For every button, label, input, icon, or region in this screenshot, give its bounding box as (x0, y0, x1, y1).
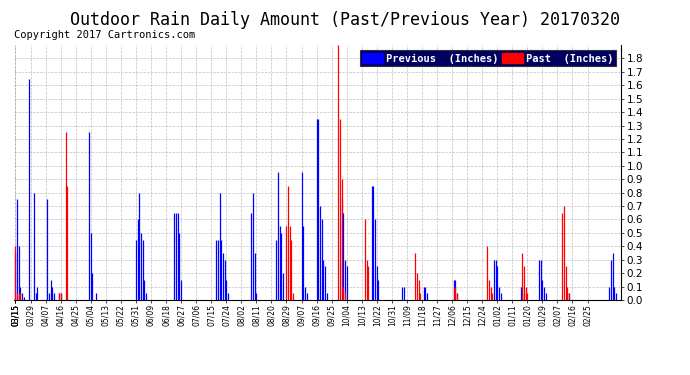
Text: Copyright 2017 Cartronics.com: Copyright 2017 Cartronics.com (14, 30, 195, 40)
Legend: Previous  (Inches), Past  (Inches): Previous (Inches), Past (Inches) (359, 50, 615, 66)
Text: Outdoor Rain Daily Amount (Past/Previous Year) 20170320: Outdoor Rain Daily Amount (Past/Previous… (70, 11, 620, 29)
